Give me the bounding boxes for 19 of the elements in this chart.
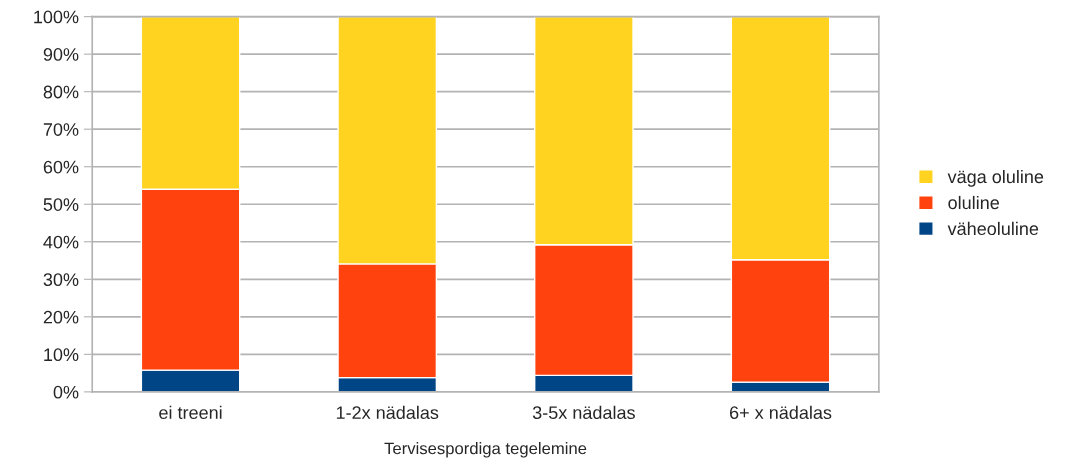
x-tick-label: 1-2x nädalas (336, 405, 439, 420)
x-tick-label: ei treeni (159, 405, 222, 420)
y-tick-label: 100% (34, 10, 79, 24)
y-tick-label: 40% (43, 235, 79, 249)
y-tick-label: 0% (53, 385, 79, 399)
y-tick-label: 50% (43, 198, 79, 211)
y-tick-label: 30% (43, 273, 79, 287)
legend-label: väga oluline (947, 169, 1044, 187)
y-tick-label: 60% (43, 160, 79, 174)
y-tick-label: 80% (43, 85, 79, 99)
y-tick-label: 20% (43, 310, 79, 324)
x-tick-label: 3-5x nädalas (532, 405, 635, 420)
x-tick-label: 6+ x nädalas (729, 405, 832, 420)
y-tick-label: 70% (43, 123, 79, 136)
y-tick-label: 10% (44, 348, 79, 362)
legend-label: väheoluline (947, 221, 1039, 236)
y-tick-label: 90% (43, 48, 79, 61)
legend-label: oluline (948, 195, 999, 210)
x-axis-title: Tervisespordiga tegelemine (384, 442, 587, 458)
